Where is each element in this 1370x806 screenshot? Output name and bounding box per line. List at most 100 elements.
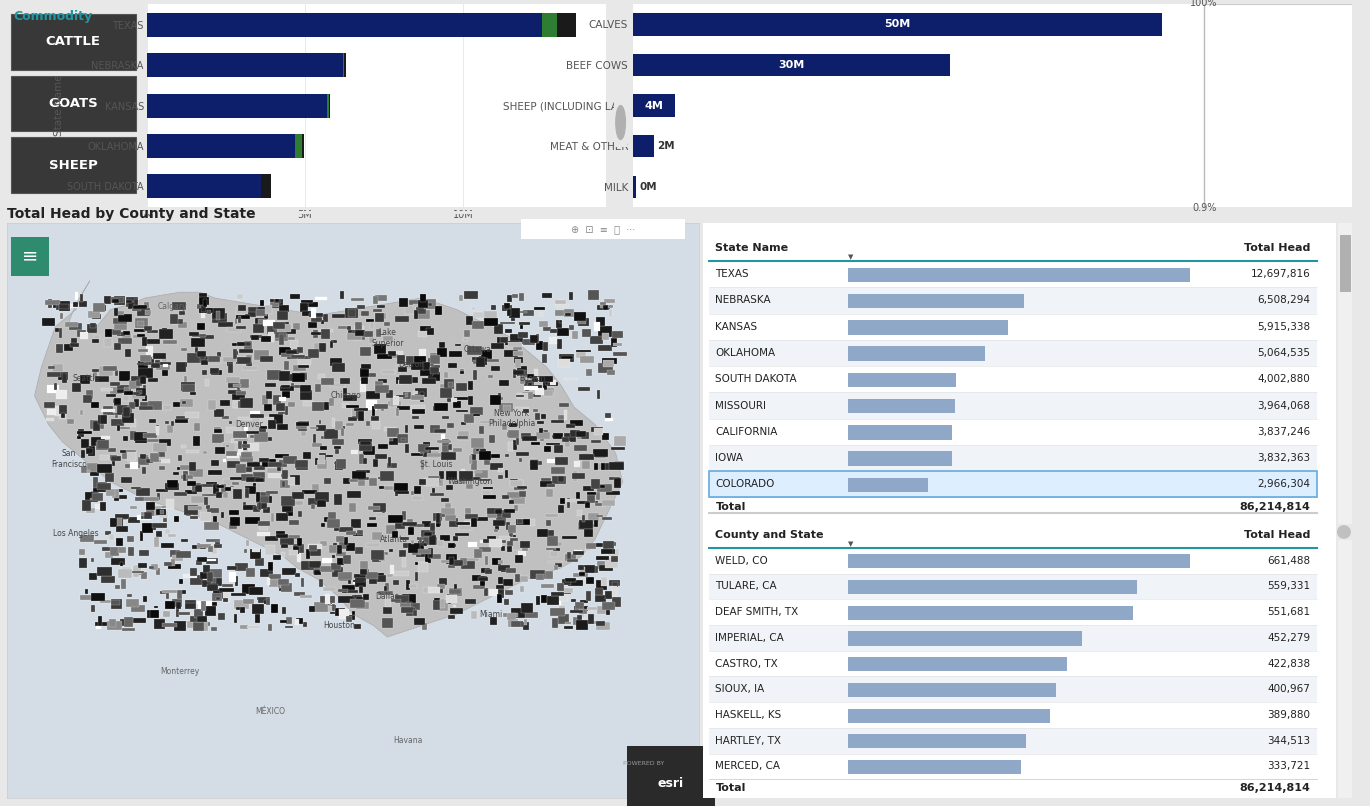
Bar [611, 582, 618, 588]
Bar [247, 567, 255, 576]
Bar [588, 289, 600, 300]
Bar [473, 575, 481, 580]
Bar [440, 388, 452, 397]
Bar [278, 334, 285, 345]
Bar [548, 536, 558, 546]
Bar [441, 434, 445, 441]
Bar [195, 609, 203, 618]
Bar [578, 387, 589, 391]
Bar [259, 427, 266, 434]
Bar [414, 486, 422, 493]
Bar [221, 512, 225, 518]
Bar [56, 343, 59, 351]
Bar [211, 460, 219, 466]
Bar [232, 343, 237, 347]
Bar [373, 406, 375, 416]
Bar [330, 563, 341, 571]
Bar [308, 322, 318, 328]
Bar [219, 588, 234, 592]
Bar [360, 569, 367, 575]
Bar [445, 503, 451, 512]
Bar [96, 505, 101, 509]
Bar [162, 505, 169, 509]
Text: MERCED, CA: MERCED, CA [715, 762, 781, 771]
Bar [130, 430, 136, 440]
Bar [281, 385, 295, 391]
Bar [144, 385, 147, 391]
Bar [559, 320, 562, 322]
Bar [452, 560, 463, 566]
Bar [345, 543, 355, 550]
Bar [197, 356, 205, 359]
Bar [101, 388, 112, 391]
Bar [595, 322, 600, 330]
Bar [356, 596, 363, 602]
Bar [59, 313, 63, 319]
Bar [427, 372, 440, 380]
Bar [355, 547, 363, 554]
Bar [122, 477, 132, 484]
Bar [611, 555, 618, 562]
Bar [410, 300, 419, 305]
Bar [399, 367, 407, 372]
Bar [547, 459, 556, 463]
Bar [385, 597, 390, 608]
Bar [136, 380, 142, 386]
Bar [389, 351, 396, 355]
Bar [101, 436, 110, 439]
Bar [416, 552, 427, 556]
FancyBboxPatch shape [848, 268, 1191, 282]
Bar [604, 298, 615, 303]
Bar [633, 176, 636, 198]
Bar [549, 380, 556, 385]
Bar [123, 387, 130, 393]
Bar [48, 298, 52, 308]
FancyBboxPatch shape [848, 708, 1049, 723]
Bar [344, 53, 347, 77]
Bar [59, 301, 70, 311]
Bar [443, 416, 449, 418]
Bar [501, 495, 508, 499]
Bar [525, 380, 534, 387]
Bar [92, 402, 99, 409]
Bar [370, 337, 374, 343]
Bar [340, 378, 349, 384]
Bar [595, 463, 607, 470]
Bar [325, 606, 336, 612]
Text: 30M: 30M [778, 60, 804, 70]
Text: 3,832,363: 3,832,363 [1258, 453, 1311, 463]
Bar [123, 395, 129, 401]
Bar [355, 578, 366, 587]
Bar [373, 459, 378, 467]
Bar [133, 305, 147, 309]
Bar [290, 383, 293, 390]
Bar [586, 543, 596, 549]
Bar [533, 393, 541, 397]
Bar [540, 321, 548, 327]
Bar [455, 344, 460, 347]
Bar [267, 392, 271, 399]
Bar [75, 292, 78, 300]
Bar [601, 433, 608, 440]
Bar [556, 328, 569, 335]
Bar [564, 621, 571, 625]
Bar [375, 385, 389, 393]
Bar [266, 496, 273, 503]
Bar [448, 615, 455, 619]
Bar [311, 308, 315, 318]
Bar [590, 426, 603, 431]
Bar [270, 604, 278, 613]
Bar [386, 525, 397, 534]
Bar [332, 555, 336, 558]
Bar [447, 398, 453, 402]
Bar [56, 344, 63, 353]
Bar [279, 620, 286, 623]
Bar [485, 569, 492, 575]
Bar [352, 409, 363, 419]
Bar [437, 348, 447, 357]
Circle shape [1337, 526, 1351, 538]
Bar [114, 492, 119, 501]
Bar [147, 93, 327, 118]
Bar [192, 334, 206, 338]
FancyBboxPatch shape [710, 522, 1317, 548]
